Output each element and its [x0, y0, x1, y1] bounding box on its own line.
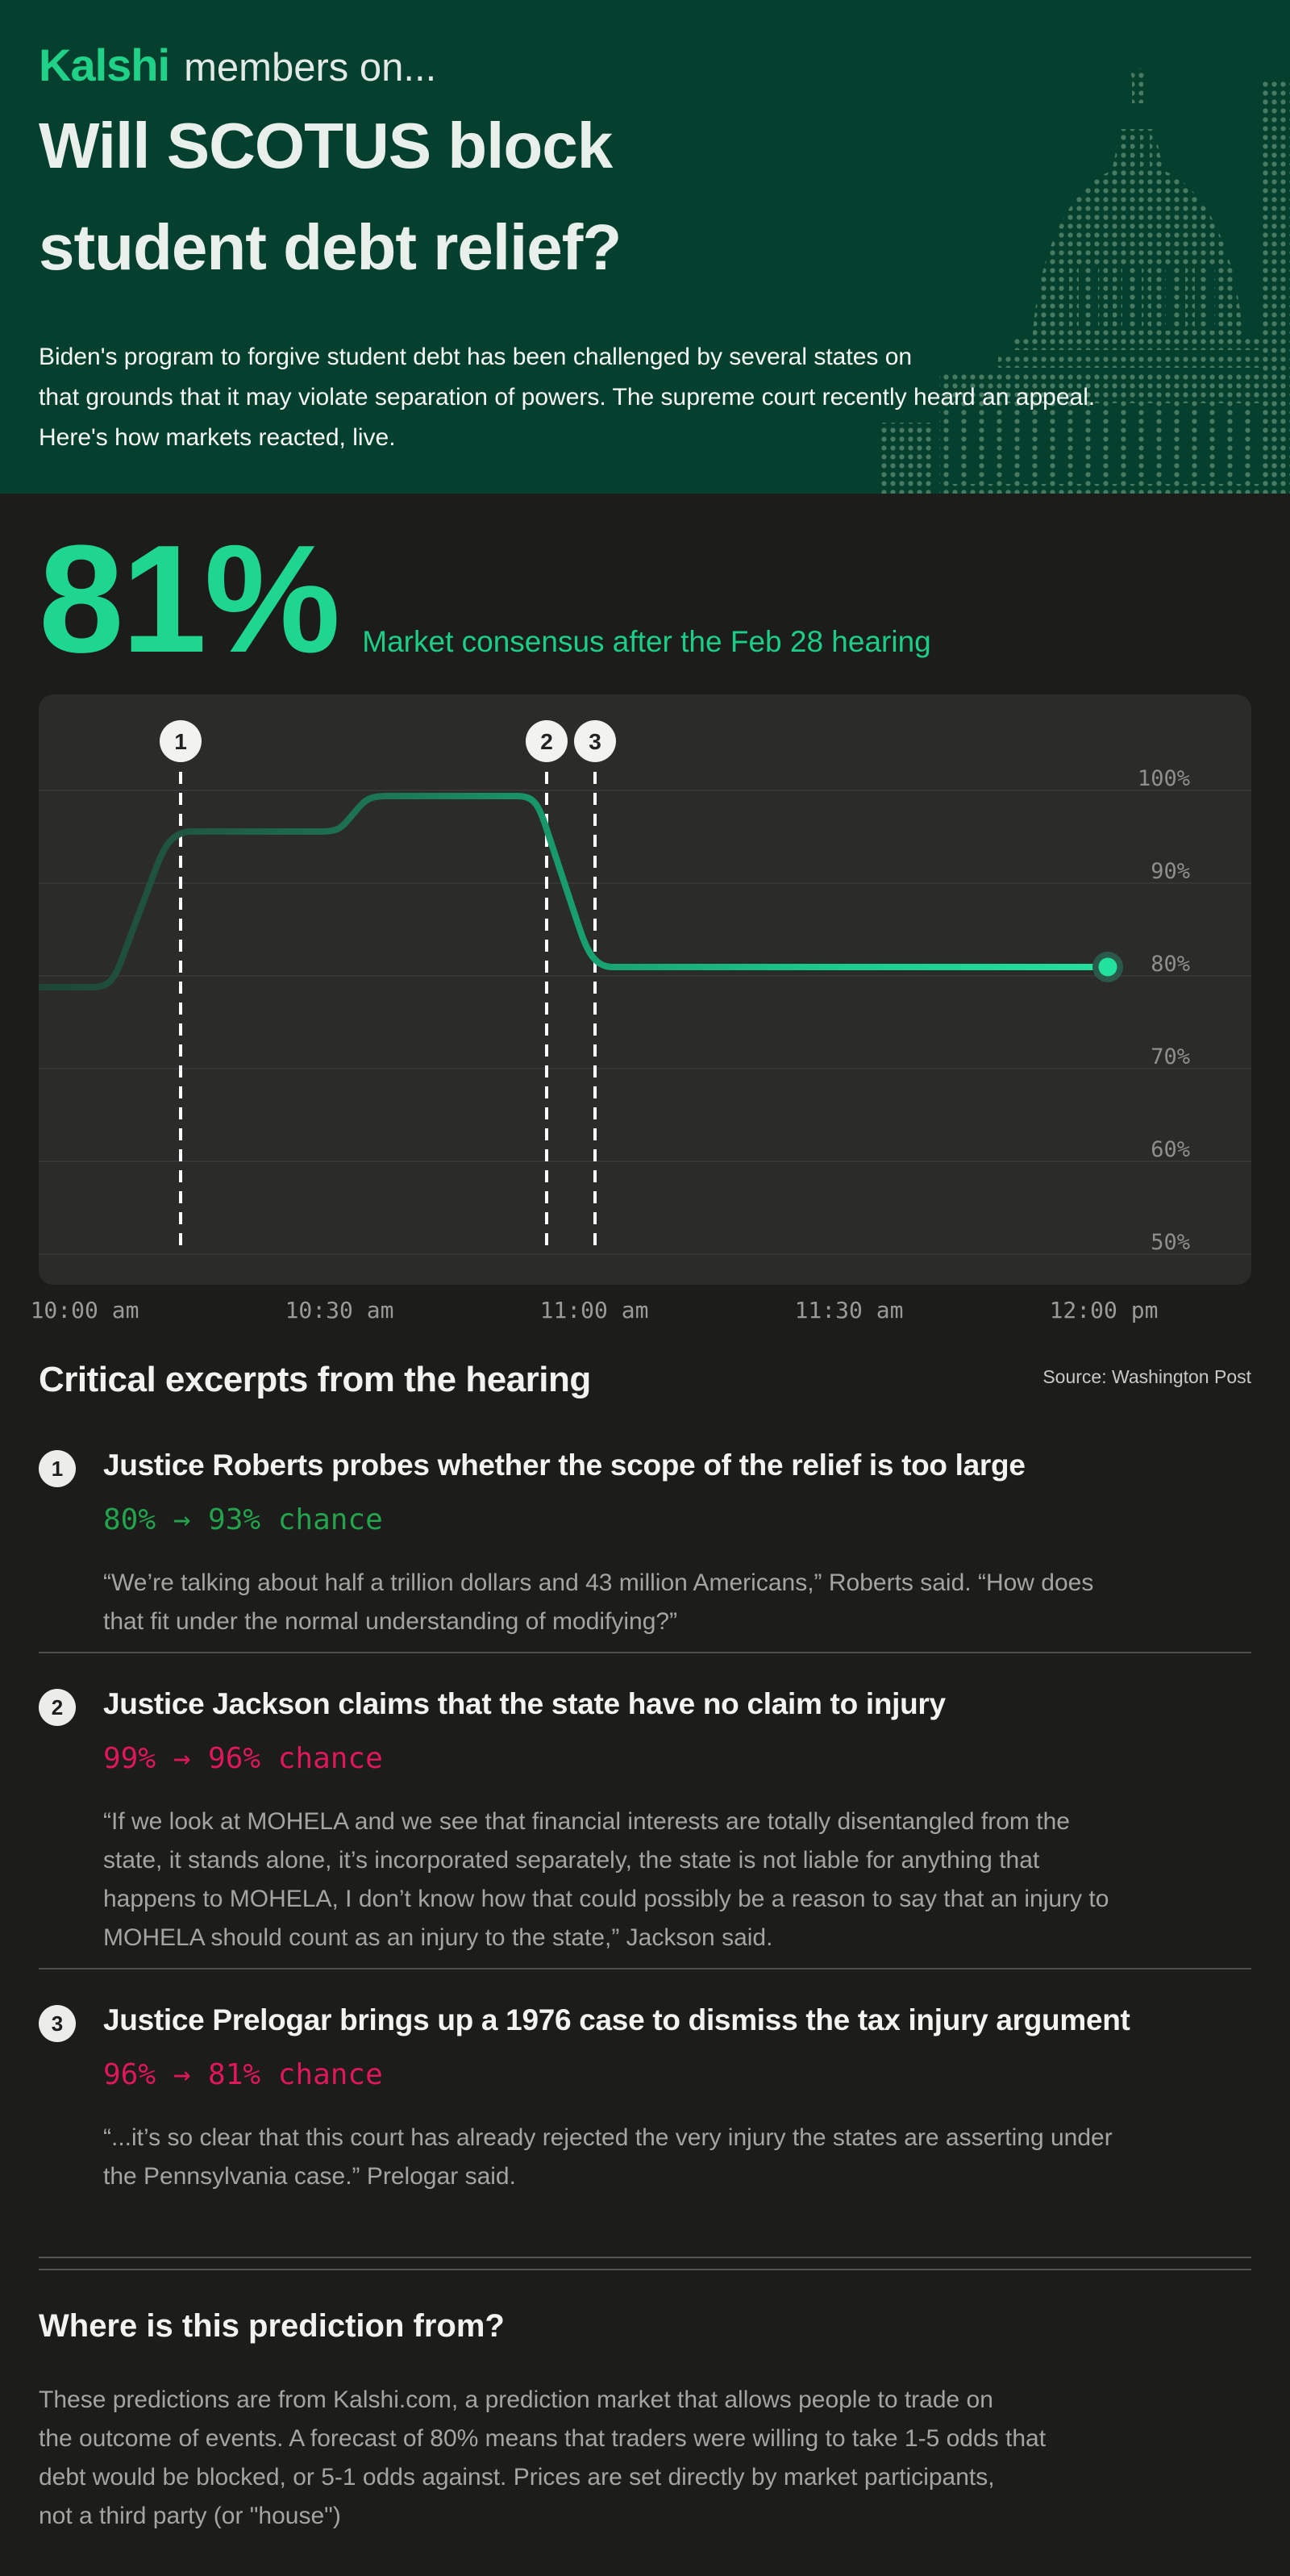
brand-row: Kalshi members on... — [39, 39, 436, 91]
event-1-bubble — [160, 720, 202, 762]
footer-line: These predictions are from Kalshi.com, a… — [39, 2386, 993, 2413]
footer-line: not a third party (or "house") — [39, 2503, 341, 2529]
quote-line: “...it’s so clear that this court has al… — [103, 2124, 1113, 2151]
page-title: Will SCOTUS block student debt relief? — [39, 95, 622, 298]
footer-heading: Where is this prediction from? — [39, 2308, 505, 2344]
intro-line: that grounds that it may violate separat… — [39, 384, 1096, 411]
double-divider-bottom — [39, 2269, 1251, 2270]
quote-line: that fit under the normal understanding … — [103, 1608, 678, 1635]
excerpt-1-odds-change: 80% → 93% chance — [103, 1503, 383, 1536]
price-line — [39, 793, 1111, 990]
x-tick-1030: 10:30 am — [285, 1297, 394, 1323]
quote-line: the Pennsylvania case.” Prelogar said. — [103, 2163, 516, 2190]
double-divider-top — [39, 2257, 1251, 2258]
event-2-number: 2 — [540, 729, 553, 754]
x-axis-labels: 10:00 am 10:30 am 11:00 am 11:30 am 12:0… — [0, 1297, 1290, 1332]
event-marker-bubbles: 1 2 3 — [160, 720, 616, 762]
y-tick-60: 60% — [1151, 1137, 1190, 1162]
gridlines — [39, 790, 1251, 1255]
excerpt-3-odds-change: 96% → 81% chance — [103, 2058, 383, 2091]
footer-paragraph: These predictions are from Kalshi.com, a… — [39, 2381, 1046, 2536]
excerpt-3-title: Justice Prelogar brings up a 1976 case t… — [103, 2003, 1130, 2036]
quote-line: state, it stands alone, it’s incorporate… — [103, 1847, 1040, 1874]
excerpt-2-title: Justice Jackson claims that the state ha… — [103, 1687, 946, 1720]
x-tick-1200: 12:00 pm — [1049, 1297, 1159, 1323]
event-3-number: 3 — [589, 729, 601, 754]
y-tick-90: 90% — [1151, 859, 1190, 884]
brand-suffix: members on... — [184, 46, 437, 90]
page-title-line-2: student debt relief? — [39, 211, 622, 283]
excerpt-item-1: 1 Justice Roberts probes whether the sco… — [39, 1448, 1251, 1641]
consensus-caption: Market consensus after the Feb 28 hearin… — [362, 625, 931, 658]
quote-line: MOHELA should count as an injury to the … — [103, 1924, 773, 1951]
capitol-building-illustration — [880, 68, 1290, 494]
quote-line: “If we look at MOHELA and we see that fi… — [103, 1808, 1070, 1835]
footer-line: debt would be blocked, or 5-1 odds again… — [39, 2464, 995, 2491]
intro-line: Here's how markets reacted, live. — [39, 424, 396, 451]
excerpt-2-quote: “If we look at MOHELA and we see that fi… — [103, 1803, 1251, 1957]
excerpt-1-title: Justice Roberts probes whether the scope… — [103, 1448, 1026, 1482]
excerpts-heading: Critical excerpts from the hearing — [39, 1360, 591, 1399]
footer-line: the outcome of events. A forecast of 80%… — [39, 2425, 1047, 2452]
event-2-bubble — [526, 720, 568, 762]
headline-stat: 81% Market consensus after the Feb 28 he… — [39, 523, 931, 676]
source-credit: Source: Washington Post — [1042, 1366, 1251, 1387]
y-tick-50: 50% — [1151, 1230, 1190, 1255]
divider — [39, 1652, 1251, 1653]
excerpt-2-number-badge: 2 — [39, 1689, 76, 1726]
excerpt-3-quote: “...it’s so clear that this court has al… — [103, 2119, 1251, 2196]
excerpt-1-number-badge: 1 — [39, 1450, 76, 1487]
x-tick-1100: 11:00 am — [539, 1297, 649, 1323]
intro-line: Biden's program to forgive student debt … — [39, 344, 913, 370]
x-tick-1130: 11:30 am — [794, 1297, 904, 1323]
excerpt-item-3: 3 Justice Prelogar brings up a 1976 case… — [39, 2003, 1251, 2196]
divider — [39, 1968, 1251, 1970]
excerpt-2-odds-change: 99% → 96% chance — [103, 1742, 383, 1775]
quote-line: “We’re talking about half a trillion dol… — [103, 1569, 1094, 1596]
event-3-bubble — [574, 720, 616, 762]
intro-paragraph: Biden's program to forgive student debt … — [39, 337, 1095, 458]
y-tick-80: 80% — [1151, 952, 1190, 977]
market-chart-card: 100% 90% 80% 70% 60% 50% — [39, 694, 1251, 1285]
quote-line: happens to MOHELA, I don’t know how that… — [103, 1886, 1109, 1912]
event-marker-lines — [179, 772, 597, 1254]
consensus-value: 81% — [39, 514, 340, 685]
page-title-line-1: Will SCOTUS block — [39, 110, 613, 181]
excerpt-item-2: 2 Justice Jackson claims that the state … — [39, 1687, 1251, 1957]
y-axis-labels: 100% 90% 80% 70% 60% 50% — [1138, 766, 1190, 1255]
current-price-dot — [1092, 952, 1123, 982]
x-tick-1000: 10:00 am — [30, 1297, 139, 1323]
excerpt-1-quote: “We’re talking about half a trillion dol… — [103, 1564, 1251, 1641]
header-banner: Kalshi members on... Will SCOTUS block s… — [0, 0, 1290, 494]
event-1-number: 1 — [174, 729, 187, 754]
excerpts-section-header: Critical excerpts from the hearing Sourc… — [39, 1360, 1251, 1400]
market-line-chart: 100% 90% 80% 70% 60% 50% — [39, 720, 1251, 1255]
excerpt-3-number-badge: 3 — [39, 2005, 76, 2042]
kalshi-logo: Kalshi — [39, 40, 170, 90]
y-tick-70: 70% — [1151, 1044, 1190, 1069]
y-tick-100: 100% — [1138, 766, 1190, 791]
